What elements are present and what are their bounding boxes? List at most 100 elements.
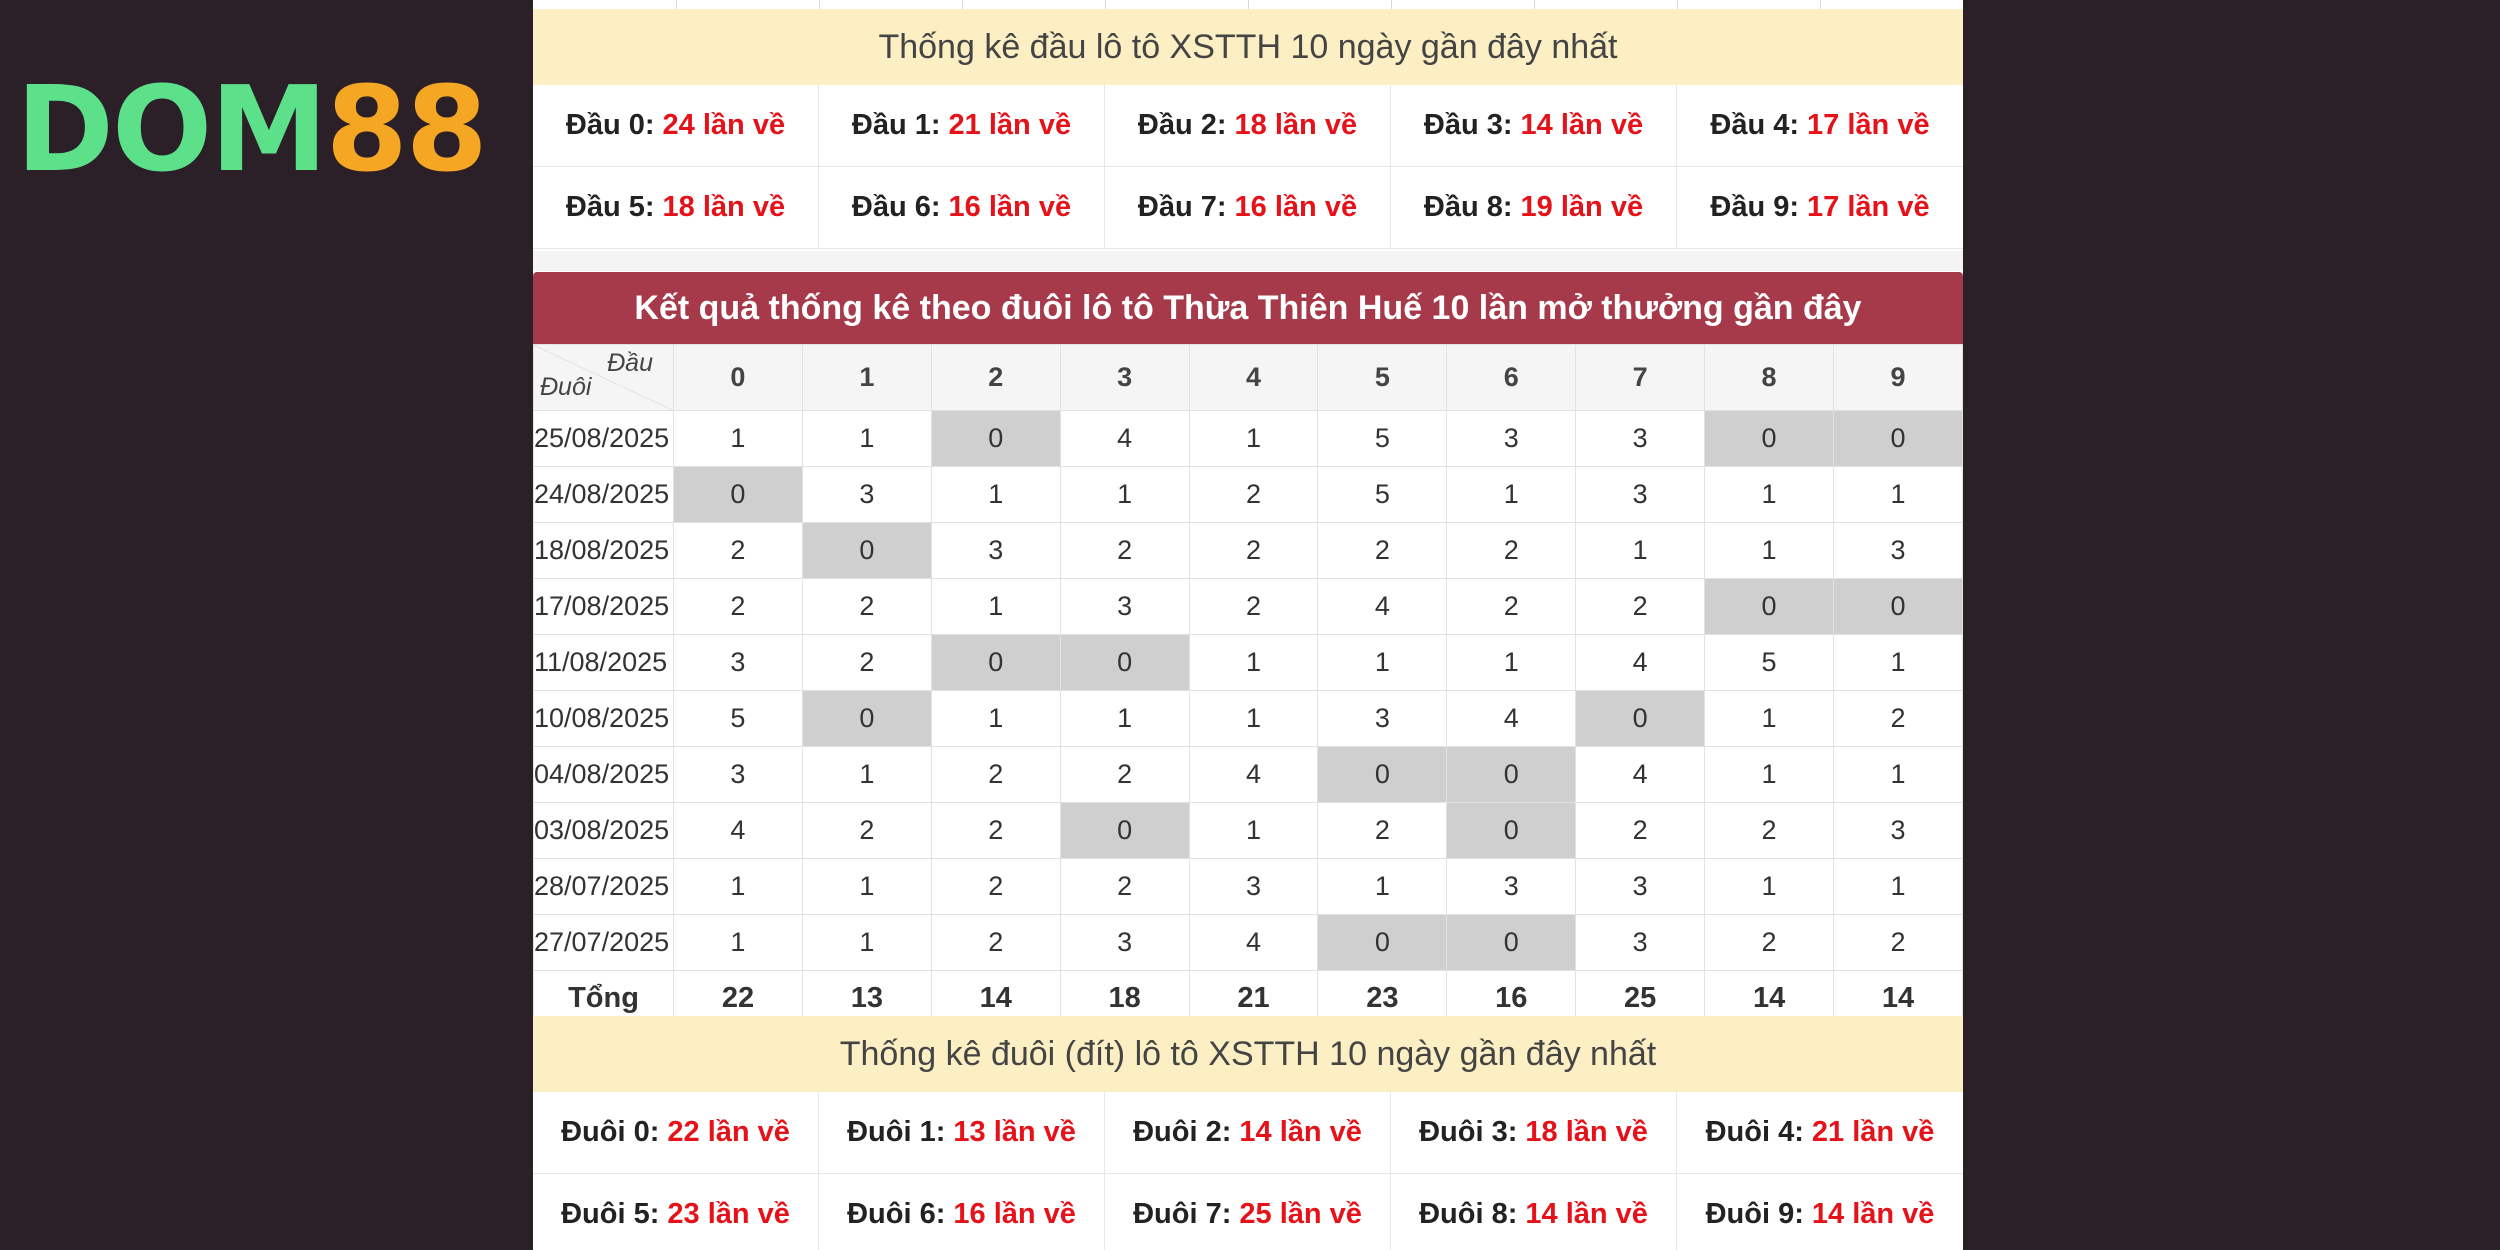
table-cell: 0: [1317, 914, 1448, 971]
table-cell: 0: [1059, 634, 1190, 691]
table-cell: 1: [1446, 466, 1577, 523]
table-cell: 1: [1704, 522, 1835, 579]
table-row: 10/08/2025 5 0 1 1 1 3 4 0 1 2: [533, 690, 1963, 747]
duoi-stat-cell: Đuôi 0: 22 lần về: [533, 1092, 819, 1174]
column-header: 2: [930, 344, 1061, 411]
row-date: 24/08/2025: [533, 466, 674, 523]
table-cell: 2: [1575, 578, 1706, 635]
duoi-stat-value: 14 lần về: [1525, 1198, 1648, 1230]
duoi-stat-cell: Đuôi 8: 14 lần về: [1391, 1174, 1677, 1250]
dau-stat-cell: Đầu 9: 17 lần về: [1677, 167, 1963, 249]
table-cell: 3: [1833, 802, 1963, 859]
column-header: 9: [1833, 344, 1963, 411]
table-cell: 5: [673, 690, 803, 747]
table-cell: 1: [801, 746, 932, 803]
table-row: 25/08/2025 1 1 0 4 1 5 3 3 0 0: [533, 410, 1963, 467]
duoi-stat-value: 22 lần về: [667, 1116, 790, 1148]
dau-stat-cell: Đầu 3: 14 lần về: [1391, 85, 1677, 167]
table-cell: 3: [1575, 858, 1706, 915]
table-cell: 1: [673, 858, 803, 915]
table-cell: 0: [930, 634, 1061, 691]
dau-stat-cell: Đầu 7: 16 lần về: [1105, 167, 1391, 249]
table-cell: 4: [1188, 746, 1319, 803]
dau-stat-label: Đầu 1:: [851, 109, 941, 141]
table-cell: 2: [801, 578, 932, 635]
column-header: 7: [1575, 344, 1706, 411]
table-cell: 1: [673, 914, 803, 971]
table-cell: 1: [1188, 802, 1319, 859]
dau-stats-grid: Đầu 0: 24 lần về Đầu 1: 21 lần về Đầu 2: 18 l…: [533, 85, 1963, 249]
column-header: 4: [1188, 344, 1319, 411]
column-header: 1: [801, 344, 932, 411]
table-cell: 0: [1317, 746, 1448, 803]
duoi-stat-label: Đuôi 0:: [561, 1116, 660, 1148]
table-cell: 2: [1317, 802, 1448, 859]
duoi-stat-label: Đuôi 1:: [847, 1116, 946, 1148]
table-cell: 2: [1188, 466, 1319, 523]
dau-stat-value: 18 lần về: [662, 191, 786, 223]
table-cell: 1: [801, 914, 932, 971]
table-cell: 2: [930, 858, 1061, 915]
table-cell: 2: [1833, 914, 1963, 971]
table-cell: 1: [673, 410, 803, 467]
table-cell: 4: [1575, 746, 1706, 803]
table-cell: 1: [1317, 634, 1448, 691]
duoi-stat-value: 23 lần về: [667, 1198, 790, 1230]
table-cell: 1: [801, 858, 932, 915]
table-row: 28/07/2025 1 1 2 2 3 1 3 3 1 1: [533, 858, 1963, 915]
table-cell: 3: [1575, 410, 1706, 467]
table-cell: 0: [1446, 746, 1577, 803]
table-cell: 3: [1575, 466, 1706, 523]
dau-stat-label: Đầu 3:: [1423, 109, 1513, 141]
table-cell: 2: [930, 914, 1061, 971]
row-date: 25/08/2025: [533, 410, 674, 467]
table-cell: 2: [930, 802, 1061, 859]
dau-stat-cell: Đầu 8: 19 lần về: [1391, 167, 1677, 249]
dau-stat-cell: Đầu 5: 18 lần về: [533, 167, 819, 249]
table-cell: 3: [1317, 690, 1448, 747]
table-cell: 2: [801, 634, 932, 691]
table-row: 17/08/2025 2 2 1 3 2 4 2 2 0 0: [533, 578, 1963, 635]
table-cell: 3: [1188, 858, 1319, 915]
table-cell: 3: [1059, 578, 1190, 635]
row-date: 03/08/2025: [533, 802, 674, 859]
dau-stat-label: Đầu 9:: [1710, 191, 1800, 223]
table-cell: 1: [1833, 634, 1963, 691]
table-cell: 4: [1575, 634, 1706, 691]
dau-stat-cell: Đầu 1: 21 lần về: [819, 85, 1105, 167]
dau-stat-value: 18 lần về: [1234, 109, 1358, 141]
dau-stat-cell: Đầu 4: 17 lần về: [1677, 85, 1963, 167]
table-cell: 0: [1704, 578, 1835, 635]
dau-stat-label: Đầu 8:: [1423, 191, 1513, 223]
dau-stat-value: 19 lần về: [1520, 191, 1644, 223]
table-cell: 2: [1059, 522, 1190, 579]
table-cell: 1: [1188, 690, 1319, 747]
dau-stat-cell: Đầu 0: 24 lần về: [533, 85, 819, 167]
section-gap: [533, 251, 1963, 271]
dau-stat-label: Đầu 5:: [565, 191, 655, 223]
duoi-stat-cell: Đuôi 7: 25 lần về: [1105, 1174, 1391, 1250]
duoi-stat-cell: Đuôi 4: 21 lần về: [1677, 1092, 1963, 1174]
duoi-stats-title: Thống kê đuôi (đít) lô tô XSTTH 10 ngày …: [533, 1016, 1963, 1092]
table-cell: 0: [801, 522, 932, 579]
duoi-stat-label: Đuôi 7:: [1133, 1198, 1232, 1230]
table-cell: 0: [1446, 802, 1577, 859]
dau-stat-value: 17 lần về: [1807, 109, 1930, 141]
table-cell: 1: [1059, 690, 1190, 747]
table-cell: 4: [673, 802, 803, 859]
table-cell: 2: [1833, 690, 1963, 747]
table-cell: 3: [1833, 522, 1963, 579]
corner-label-duoi: Đuôi: [540, 373, 592, 401]
table-cell: 5: [1704, 634, 1835, 691]
table-cell: 3: [673, 746, 803, 803]
dau-stat-value: 24 lần về: [662, 109, 786, 141]
duoi-stat-label: Đuôi 3:: [1419, 1116, 1518, 1148]
table-cell: 2: [930, 746, 1061, 803]
table-cell: 0: [1833, 410, 1963, 467]
table-cell: 2: [1188, 578, 1319, 635]
table-cell: 0: [1575, 690, 1706, 747]
dom88-logo[interactable]: DOM88: [16, 70, 488, 188]
column-header: 3: [1059, 344, 1190, 411]
